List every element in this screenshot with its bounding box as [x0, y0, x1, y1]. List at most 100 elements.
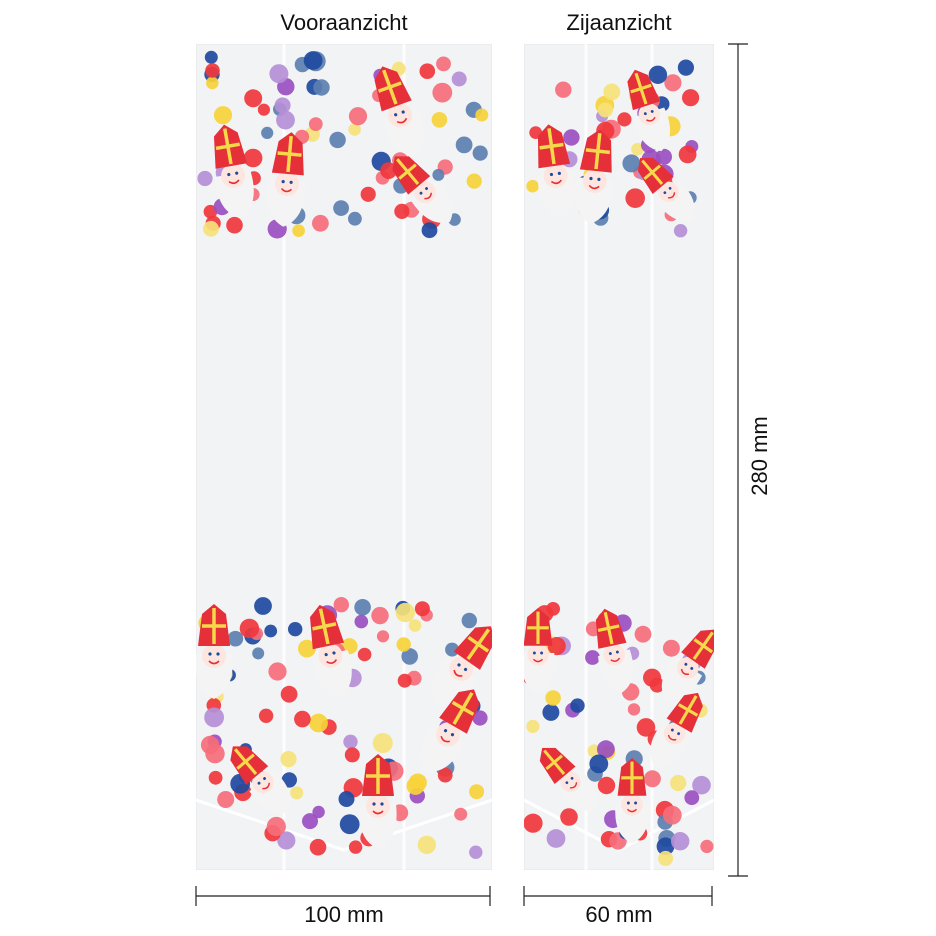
- front-width-label: 100 mm: [304, 902, 384, 927]
- eye: [227, 172, 231, 177]
- mitre-cross: [630, 83, 652, 94]
- confetti-dot: [208, 770, 223, 785]
- eye: [668, 186, 672, 190]
- face: [663, 722, 686, 745]
- front-view-title: Vooraanzicht: [280, 10, 408, 35]
- confetti-dot: [684, 790, 700, 806]
- confetti-dot: [302, 813, 318, 830]
- eye: [540, 651, 544, 655]
- confetti-dot: [622, 154, 641, 173]
- confetti-dot: [445, 642, 460, 657]
- confetti-dot: [239, 618, 260, 639]
- confetti-dot: [371, 606, 389, 625]
- confetti-dot: [649, 677, 665, 693]
- confetti-dot: [372, 733, 393, 753]
- confetti-dot: [421, 222, 438, 239]
- beard: [655, 180, 695, 221]
- confetti-dot: [692, 775, 711, 795]
- confetti-dot: [546, 829, 566, 848]
- sinterklaas-figure: [615, 758, 649, 844]
- confetti-dot: [266, 816, 286, 837]
- confetti-dot: [303, 51, 323, 70]
- confetti-dot: [542, 703, 560, 721]
- face: [388, 103, 413, 128]
- confetti-dot: [264, 624, 278, 638]
- beard: [249, 770, 291, 813]
- confetti-dot: [700, 839, 714, 854]
- face: [274, 171, 299, 196]
- confetti-dot: [308, 117, 323, 131]
- mouth: [326, 659, 338, 664]
- confetti-dot: [197, 170, 213, 187]
- mitre: [374, 66, 412, 112]
- mouth: [610, 657, 621, 662]
- side-width-label: 60 mm: [585, 902, 653, 927]
- confetti-dot: [380, 162, 397, 179]
- beard: [661, 657, 703, 701]
- mouth: [667, 734, 677, 741]
- confetti-dot: [313, 79, 330, 96]
- eye: [570, 776, 574, 780]
- confetti-dot: [472, 710, 488, 726]
- eye: [608, 652, 612, 655]
- confetti-dot: [354, 599, 371, 616]
- face: [252, 771, 274, 794]
- confetti-dot: [348, 123, 361, 136]
- confetti-dot: [261, 126, 274, 139]
- confetti-dot: [545, 690, 561, 706]
- confetti-dot: [682, 89, 700, 107]
- confetti-dot: [570, 698, 585, 713]
- sinterklaas-figure: [196, 604, 233, 699]
- eye: [450, 733, 455, 737]
- confetti-dot: [217, 791, 235, 808]
- confetti-dot: [298, 639, 316, 658]
- eye: [380, 802, 384, 806]
- confetti-dot: [454, 807, 468, 821]
- confetti-dot: [395, 602, 415, 623]
- confetti-dot: [656, 837, 675, 856]
- sinterklaas-figure: [661, 629, 714, 701]
- sinterklaas-figure: [537, 124, 576, 219]
- confetti-dot: [280, 751, 297, 768]
- confetti-dot: [274, 97, 291, 114]
- face: [202, 644, 226, 668]
- confetti-dot: [547, 637, 566, 656]
- confetti-dot: [344, 747, 360, 763]
- eye: [463, 667, 468, 672]
- eye: [557, 171, 561, 175]
- confetti-dot: [348, 107, 368, 126]
- beard: [359, 804, 397, 849]
- mitre-cross: [215, 142, 240, 151]
- confetti-dot: [408, 619, 422, 632]
- mitre-cross: [236, 753, 255, 770]
- eye: [394, 113, 398, 117]
- sinterklaas-figure: [539, 747, 597, 811]
- side-view-title: Zijaanzicht: [566, 10, 672, 35]
- mitre-cross: [545, 754, 563, 770]
- confetti-dot: [597, 102, 613, 118]
- confetti-dot: [258, 708, 274, 723]
- eye: [425, 187, 428, 191]
- mitre: [627, 69, 661, 111]
- confetti-dot: [333, 597, 349, 613]
- mouth: [396, 117, 408, 124]
- mouth: [424, 192, 432, 200]
- eye: [597, 177, 601, 181]
- side-view-bag: [524, 44, 714, 870]
- confetti-dot: [280, 685, 298, 703]
- confetti-dot: [678, 145, 697, 164]
- eye: [216, 652, 220, 656]
- face: [221, 163, 246, 188]
- eye: [289, 180, 293, 184]
- confetti-dot: [419, 63, 436, 79]
- confetti-dot: [205, 744, 225, 764]
- eye: [643, 112, 647, 116]
- confetti-dot: [309, 838, 327, 856]
- mitre-cross: [539, 142, 564, 150]
- confetti-dot: [354, 614, 369, 629]
- eye: [650, 110, 654, 113]
- mouth: [588, 184, 600, 190]
- eye: [208, 652, 212, 656]
- height-label: 280 mm: [747, 416, 772, 496]
- confetti-dot: [671, 832, 690, 851]
